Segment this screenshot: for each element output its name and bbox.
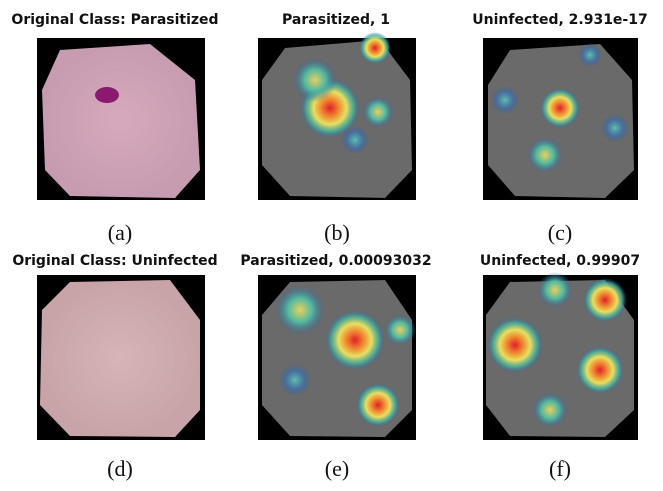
heat <box>362 96 394 128</box>
heat <box>275 285 325 335</box>
cell <box>42 44 200 198</box>
parasite <box>95 87 119 103</box>
heat <box>325 310 385 370</box>
panel-caption: (b) <box>324 220 350 245</box>
heat <box>491 86 519 114</box>
heat <box>532 392 568 428</box>
heat <box>487 317 543 373</box>
heat <box>293 58 337 102</box>
heat <box>384 314 416 346</box>
heat <box>279 364 311 396</box>
heat <box>576 346 624 394</box>
figure: Original Class: Parasitized Parasitized,… <box>0 0 663 491</box>
heat <box>540 88 580 128</box>
panel-caption: (c) <box>548 220 572 245</box>
panel-title: Original Class: Parasitized <box>11 12 218 28</box>
panel-caption: (a) <box>108 220 132 245</box>
panel-caption: (e) <box>325 456 349 481</box>
panel-title: Parasitized, 1 <box>282 12 390 28</box>
heat <box>341 126 369 154</box>
page: Original Class: Parasitized Parasitized,… <box>0 0 663 491</box>
heat <box>601 114 629 142</box>
panel-caption: (f) <box>549 456 571 481</box>
cell <box>40 280 200 437</box>
panel-caption: (d) <box>107 456 133 481</box>
heat <box>356 383 400 427</box>
panel-title: Parasitized, 0.00093032 <box>240 253 431 269</box>
heat <box>527 137 563 173</box>
panel-title: Uninfected, 0.99907 <box>480 253 640 269</box>
heat <box>578 43 602 67</box>
heat <box>359 32 391 64</box>
heat <box>537 272 573 308</box>
panel-title: Uninfected, 2.931e-17 <box>472 12 647 28</box>
panel-title: Original Class: Uninfected <box>12 253 217 269</box>
heat <box>583 278 627 322</box>
